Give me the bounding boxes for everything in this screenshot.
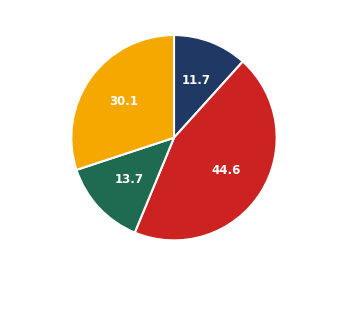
Wedge shape <box>135 62 277 240</box>
Text: 44.6: 44.6 <box>211 164 241 177</box>
Wedge shape <box>174 35 243 138</box>
Text: 30.1: 30.1 <box>110 95 139 108</box>
Wedge shape <box>77 138 174 233</box>
Text: 13.7: 13.7 <box>114 173 143 186</box>
Text: 11.7: 11.7 <box>182 74 211 87</box>
Wedge shape <box>71 35 174 170</box>
